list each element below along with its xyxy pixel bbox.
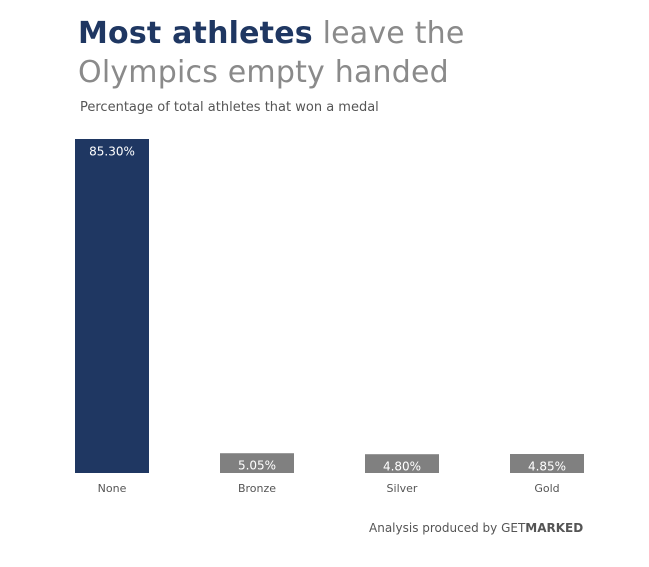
category-label-bronze: Bronze	[238, 482, 276, 495]
data-label-gold: 4.85%	[528, 460, 566, 474]
data-label-bronze: 5.05%	[238, 459, 276, 473]
category-label-silver: Silver	[387, 482, 418, 495]
credit-line: Analysis produced by GETMARKED	[369, 521, 583, 535]
data-label-silver: 4.80%	[383, 460, 421, 474]
bar-gold	[510, 454, 584, 473]
category-label-gold: Gold	[534, 482, 559, 495]
bar-silver	[365, 454, 439, 473]
bar-none	[75, 139, 149, 473]
bar-bronze	[220, 453, 294, 473]
chart-subtitle: Percentage of total athletes that won a …	[80, 100, 379, 115]
chart-title-rest: leave the	[322, 16, 465, 51]
category-label-none: None	[98, 482, 127, 495]
data-label-none: 85.30%	[89, 145, 135, 159]
chart-title: Most athletes leave the Olympics empty h…	[78, 14, 638, 92]
chart-title-line2: Olympics empty handed	[78, 55, 449, 90]
credit-brand-bold: MARKED	[525, 521, 584, 535]
credit-prefix: Analysis produced by	[369, 521, 502, 535]
credit-brand-light: GET	[501, 521, 526, 535]
chart-title-emphasis: Most athletes	[78, 16, 313, 51]
